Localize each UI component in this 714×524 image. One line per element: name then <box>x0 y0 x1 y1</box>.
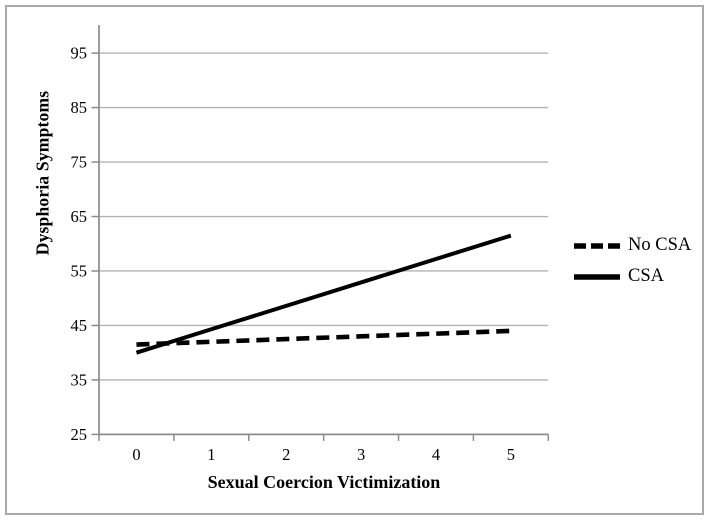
x-tick-label: 2 <box>282 445 290 464</box>
x-axis-title: Sexual Coercion Victimization <box>207 472 441 492</box>
x-tick-label: 5 <box>507 445 515 464</box>
legend-solid-line-sample <box>574 273 620 280</box>
y-tick-label: 65 <box>71 207 88 226</box>
legend-label: No CSA <box>628 235 692 255</box>
x-tick-label: 4 <box>432 445 440 464</box>
y-tick-label: 35 <box>71 370 88 389</box>
x-tick-label: 1 <box>207 445 215 464</box>
legend: No CSA CSA <box>574 230 691 292</box>
y-axis-title: Dysphoria Symptoms <box>32 90 53 256</box>
legend-entry-no-csa: No CSA <box>574 230 691 261</box>
x-tick-label: 0 <box>132 445 140 464</box>
y-tick-label: 95 <box>71 44 88 63</box>
legend-entry-csa: CSA <box>574 261 691 292</box>
y-tick-label: 25 <box>71 425 88 444</box>
x-tick-label: 3 <box>357 445 365 464</box>
series-line-csa <box>135 233 512 355</box>
y-tick-label: 45 <box>71 316 88 335</box>
series-line-no-csa <box>136 328 511 347</box>
legend-dashed-line-sample <box>574 242 620 249</box>
y-tick-label: 75 <box>71 153 88 172</box>
y-tick-label: 55 <box>71 261 88 280</box>
y-tick-label: 85 <box>71 98 88 117</box>
legend-label: CSA <box>628 266 664 286</box>
